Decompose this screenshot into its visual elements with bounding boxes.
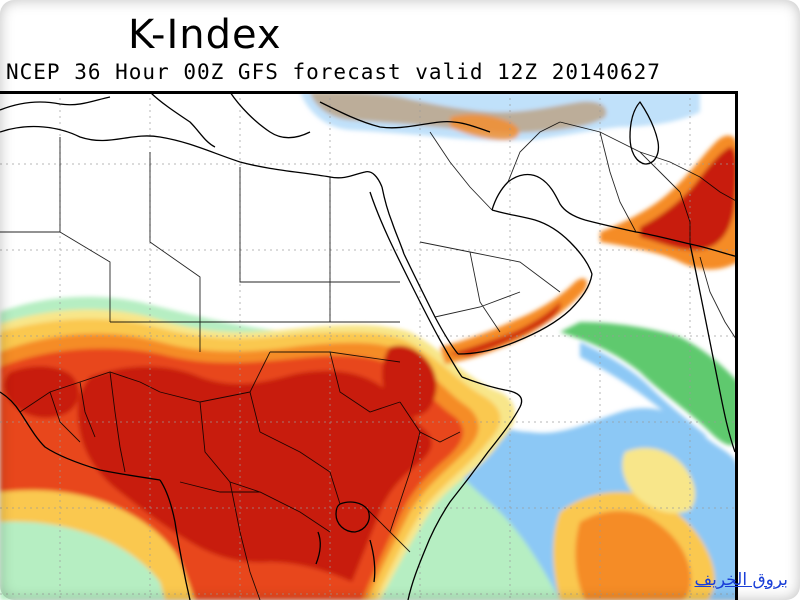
field-dark-red-horn [382, 345, 437, 417]
coastlines [0, 92, 738, 600]
kindex-field [0, 92, 738, 600]
field-green-arabian [560, 322, 738, 446]
field-light-blue-arabian [580, 342, 708, 437]
field-iran-orange [450, 114, 520, 140]
field-arabia-coast [440, 278, 587, 364]
page-subtitle: NCEP 36 Hour 00Z GFS forecast valid 12Z … [6, 60, 661, 84]
page-title: K-Index [128, 12, 282, 58]
map-border-right [735, 92, 738, 600]
map-border-top [0, 91, 738, 94]
field-ocean-yellow-2 [622, 447, 696, 514]
forecast-map [0, 92, 738, 600]
watermark-link[interactable]: بروق الخريف [694, 570, 789, 590]
field-gulf-lightgreen [0, 521, 165, 600]
field-himalaya-red [640, 147, 737, 251]
field-ocean-orange [575, 510, 691, 600]
country-borders [0, 121, 738, 600]
